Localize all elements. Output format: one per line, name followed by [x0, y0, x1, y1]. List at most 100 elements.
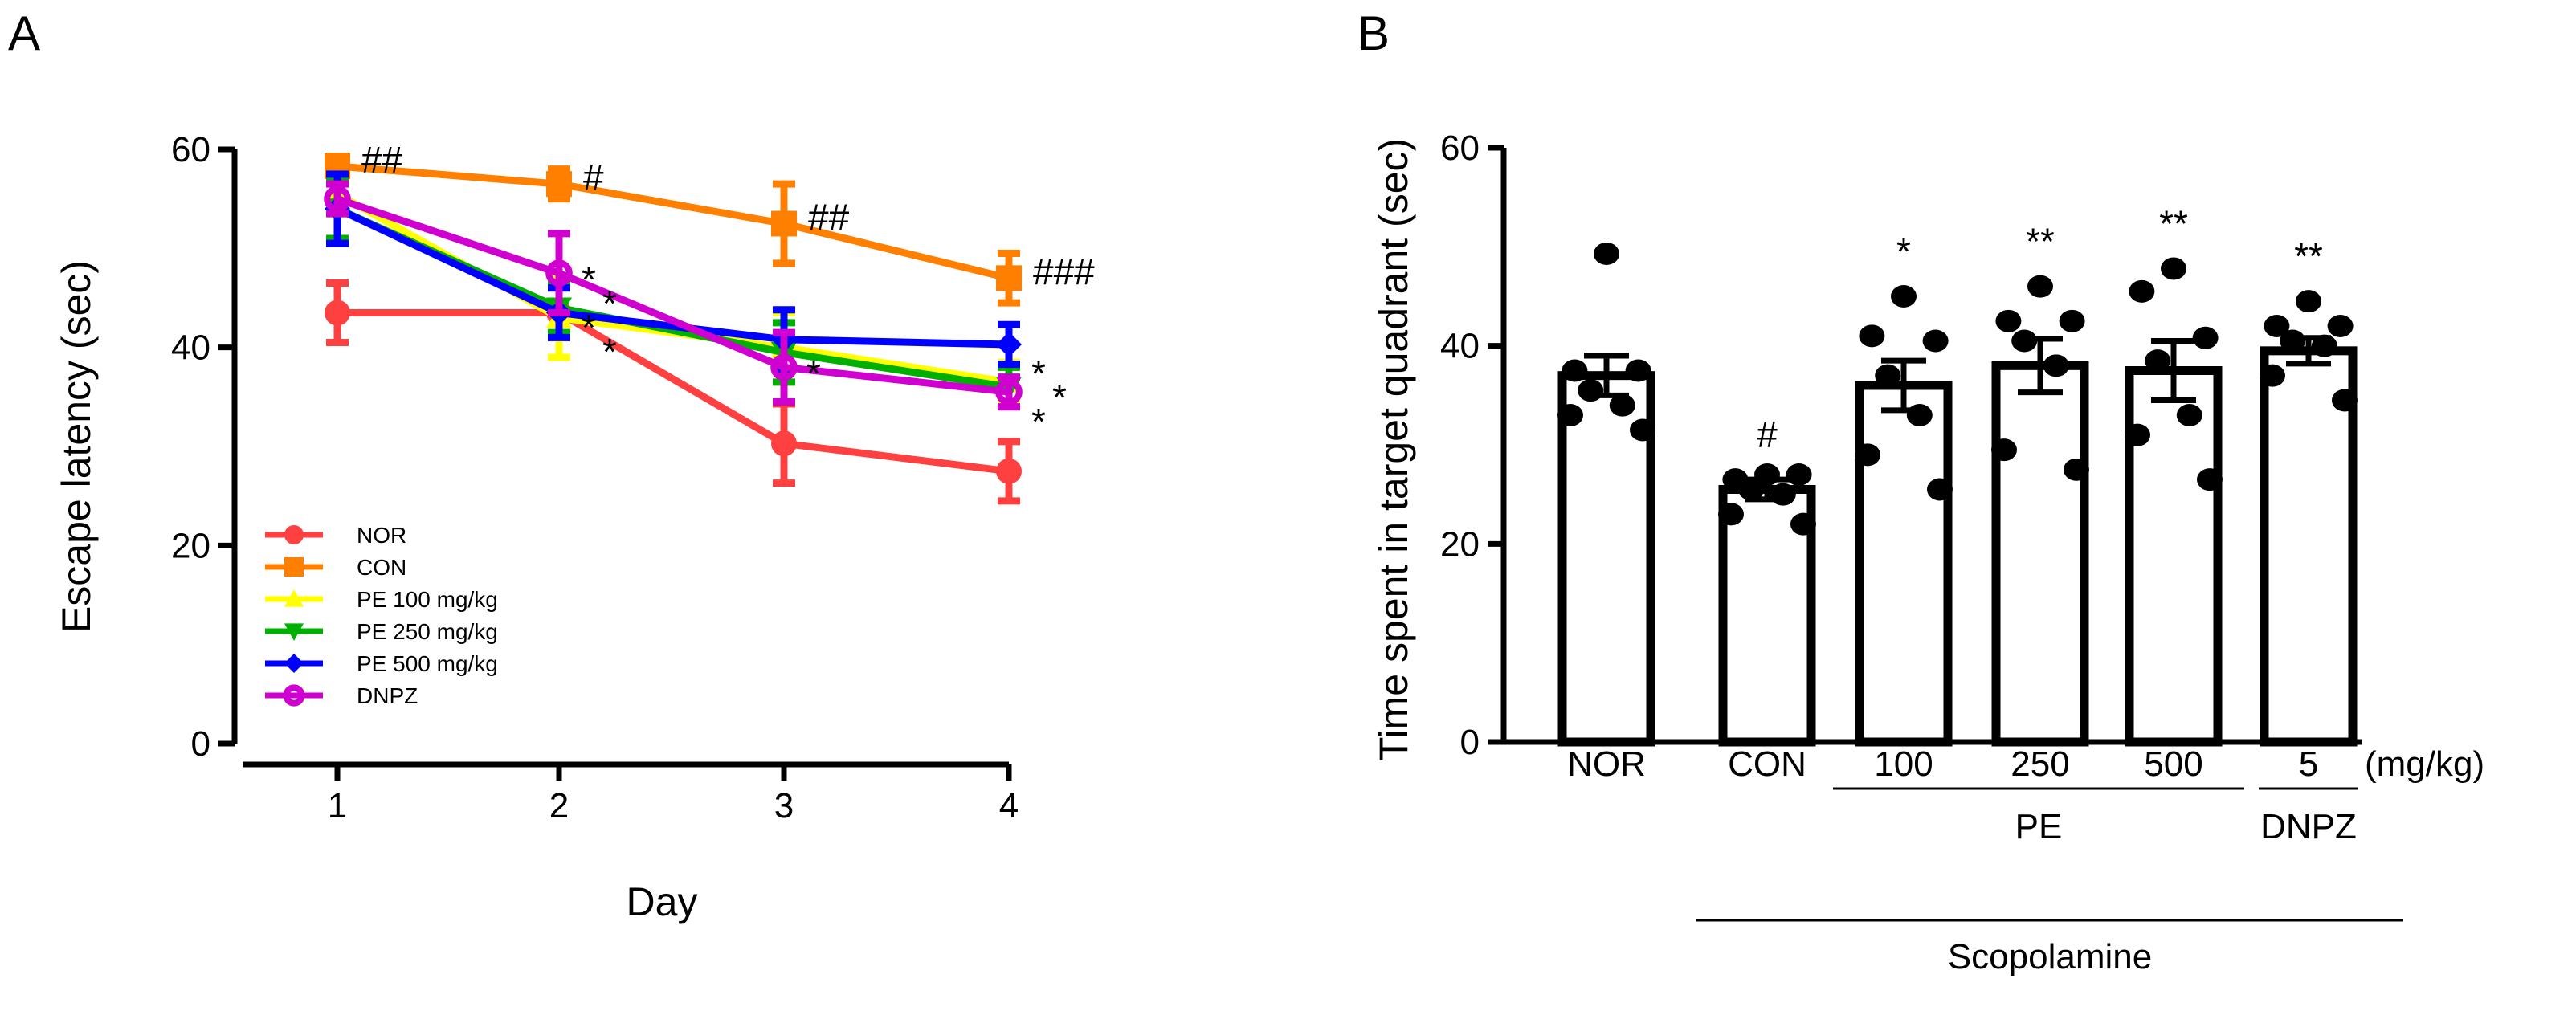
data-point [1594, 242, 1619, 265]
significance-mark: ### [1033, 251, 1095, 292]
y-tick-label: 20 [171, 526, 210, 565]
data-point [2332, 389, 2358, 412]
category-label: 250 [2011, 744, 2069, 784]
data-point [996, 458, 1022, 484]
data-point [770, 353, 798, 381]
significance-mark: * [1052, 377, 1067, 418]
significance-mark: # [1757, 414, 1778, 455]
data-point [2280, 329, 2306, 353]
significance-mark: * [602, 331, 617, 373]
significance-mark: ** [2159, 202, 2188, 244]
y-tick-label: 40 [171, 328, 210, 368]
data-point [2125, 423, 2150, 446]
significance-mark: * [1031, 401, 1046, 442]
line-chart-escape-latency: 0 20 40 60 1 2 3 4 Day Escape latency (sec) NOR CON… [54, 130, 1095, 924]
data-point [2011, 329, 2038, 353]
legend-label: CON [357, 555, 406, 580]
data-point [2161, 257, 2186, 280]
panel-label-b: B [1357, 6, 1390, 60]
bar-5 [2260, 346, 2358, 747]
data-point [1786, 463, 1812, 486]
series-dnpz [324, 180, 1023, 411]
data-point [2027, 275, 2053, 298]
legend-marker [284, 525, 304, 544]
series-line [336, 205, 1010, 349]
y-tick-label: 0 [1460, 723, 1480, 762]
series-line [337, 162, 1010, 282]
data-point [2296, 290, 2321, 313]
significance-mark: * [1896, 230, 1911, 272]
legend-marker [283, 684, 305, 707]
significance-mark: ## [808, 197, 850, 238]
legend-label: PE 500 mg/kg [357, 651, 498, 676]
data-point [996, 331, 1022, 357]
data-point [996, 265, 1022, 291]
x-tick-label: 4 [999, 786, 1019, 826]
significance-mark: * [602, 283, 617, 324]
series-line [335, 190, 1010, 386]
data-point [2327, 315, 2354, 337]
data-point [1991, 438, 2017, 462]
legend-label: NOR [357, 523, 406, 548]
data-point [2043, 354, 2069, 377]
data-point [2311, 334, 2337, 357]
data-point [1754, 463, 1780, 486]
data-point [1790, 512, 1816, 536]
series-pe-100-mg-kg [325, 170, 1022, 406]
series-nor [325, 279, 1022, 505]
series-line [336, 195, 1010, 396]
x-axis-label: Day [627, 879, 698, 924]
significance-mark: * [1031, 353, 1046, 394]
bar-chart-target-quadrant: 0 20 40 60 Time spent in target quadrant (se… [1371, 128, 2484, 976]
y-tick-label: 60 [171, 130, 210, 169]
bar-250 [1991, 361, 2089, 747]
data-point [2059, 309, 2085, 332]
series-pe-250-mg-kg [325, 175, 1022, 411]
data-point [2145, 349, 2171, 373]
data-point [1578, 379, 1604, 402]
series-line [337, 309, 1010, 475]
legend-marker [284, 557, 304, 577]
data-point [1859, 324, 1885, 348]
unit-label: (mg/kg) [2365, 744, 2484, 784]
significance-mark: ** [2294, 235, 2323, 277]
data-point [771, 210, 797, 237]
data-point [1557, 404, 1583, 426]
group-label: PE [2015, 807, 2063, 846]
legend-label: PE 100 mg/kg [357, 587, 498, 612]
significance-mark: ** [2026, 221, 2055, 263]
data-point [1891, 285, 1917, 308]
data-point [1995, 309, 2022, 332]
category-label: NOR [1567, 744, 1646, 784]
y-tick-label: 60 [1440, 128, 1480, 168]
data-point [546, 171, 572, 198]
data-point [1718, 503, 1744, 526]
bar-100 [1855, 381, 1953, 747]
y-axis-label: Time spent in target quadrant (sec) [1371, 138, 1416, 761]
category-label: 100 [1874, 744, 1933, 784]
category-label: 500 [2144, 744, 2202, 784]
significance-mark: # [583, 157, 604, 198]
bar-500 [2125, 366, 2223, 747]
significance-mark: ## [361, 139, 403, 181]
data-point [771, 430, 797, 457]
legend-label: PE 250 mg/kg [357, 619, 498, 644]
data-point [545, 259, 573, 287]
data-point [2129, 279, 2155, 303]
data-point [1770, 483, 1796, 506]
group-label: DNPZ [2260, 807, 2357, 846]
data-point [1927, 478, 1953, 501]
data-point [2192, 326, 2219, 349]
panel-label-a: A [8, 6, 40, 60]
data-point [1562, 359, 1588, 382]
data-point [1875, 364, 1901, 387]
legend-marker [284, 654, 304, 673]
significance-mark: * [582, 259, 596, 300]
data-point [2064, 458, 2089, 481]
legend-marker [284, 589, 304, 607]
data-point [2197, 468, 2223, 491]
y-axis-label: Escape latency (sec) [54, 260, 99, 633]
data-point [1738, 478, 1765, 501]
data-point [1609, 393, 1635, 417]
